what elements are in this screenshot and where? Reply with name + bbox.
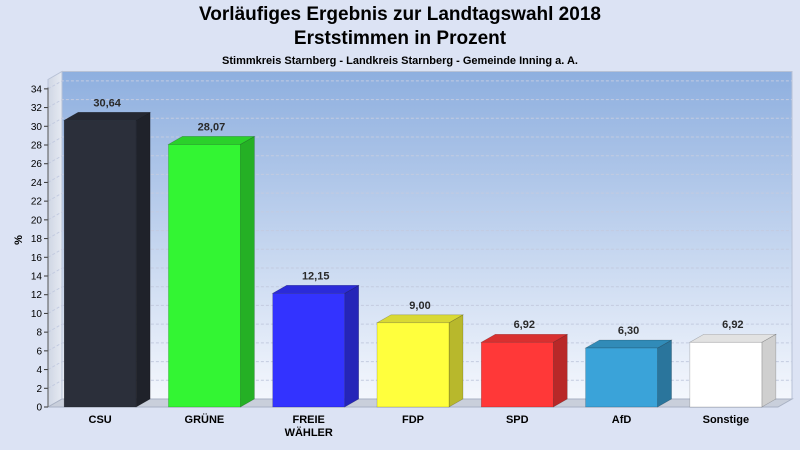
bar-csu [63,111,152,408]
chart-location-subtitle: Stimmkreis Starnberg - Landkreis Starnbe… [222,55,578,67]
y-tick-label: 10 [31,309,43,320]
y-tick-label: 22 [31,197,43,208]
category-label: AfD [612,414,632,426]
y-tick-label: 2 [36,384,42,395]
value-label: 30,64 [93,97,121,109]
y-tick-label: 4 [36,365,42,376]
y-tick-label: 28 [31,141,43,152]
bar-sonstige [688,333,777,408]
category-label: Sonstige [703,414,749,426]
bar-grüne [167,135,256,408]
y-tick-label: 32 [31,103,43,114]
side-wall [47,70,63,408]
gridline [47,248,792,258]
value-label: 6,92 [514,319,535,331]
bars [63,111,777,408]
y-tick-label: 18 [31,234,43,245]
y-tick-label: 0 [36,403,42,414]
bar-afd [584,339,673,408]
gridline [47,192,792,202]
value-label: 9,00 [409,300,430,312]
bar-fdp [375,314,465,408]
gridline [47,230,792,240]
gridline [47,80,792,90]
gridline [47,323,792,333]
gridline [47,136,792,146]
y-tick-label: 6 [36,346,42,357]
y-tick-label: 14 [31,272,43,283]
gridline [47,173,792,183]
value-label: 28,07 [198,121,226,133]
chart-subtitle: Erststimmen in Prozent [293,28,507,49]
value-labels: 30,64 28,07 12,15 9,00 6,92 6,30 6,92 [93,97,743,337]
category-label: FDP [402,414,424,426]
y-tick-label: 8 [36,328,42,339]
y-tick-label: 24 [31,178,43,189]
category-label: CSU [89,414,112,426]
y-tick-label: 34 [31,84,43,95]
gridline [47,267,792,277]
y-tick-label: 12 [31,290,43,301]
y-tick-label: 16 [31,253,43,264]
y-axis-label: % [13,235,25,245]
bar-freie-wähler [271,284,360,408]
y-tick-label: 26 [31,159,43,170]
x-axis: CSU GRÜNE FREIE WÄHLER FDP SPD AfD Sonstige [89,413,750,439]
y-tick-label: 30 [31,122,43,133]
value-label: 12,15 [302,270,330,282]
gridline [47,117,792,127]
category-label: FREIE WÄHLER [285,414,333,439]
chart-title: Vorläufiges Ergebnis zur Landtagswahl 20… [199,4,601,25]
bar-spd [480,333,569,408]
y-tick-label: 20 [31,215,43,226]
gridline [47,99,792,109]
category-label: SPD [506,414,529,426]
gridline [47,155,792,165]
gridline [47,286,792,296]
gridline [47,211,792,221]
gridline [47,304,792,314]
value-label: 6,30 [618,325,639,337]
category-label: GRÜNE [185,413,225,426]
value-label: 6,92 [722,319,743,331]
